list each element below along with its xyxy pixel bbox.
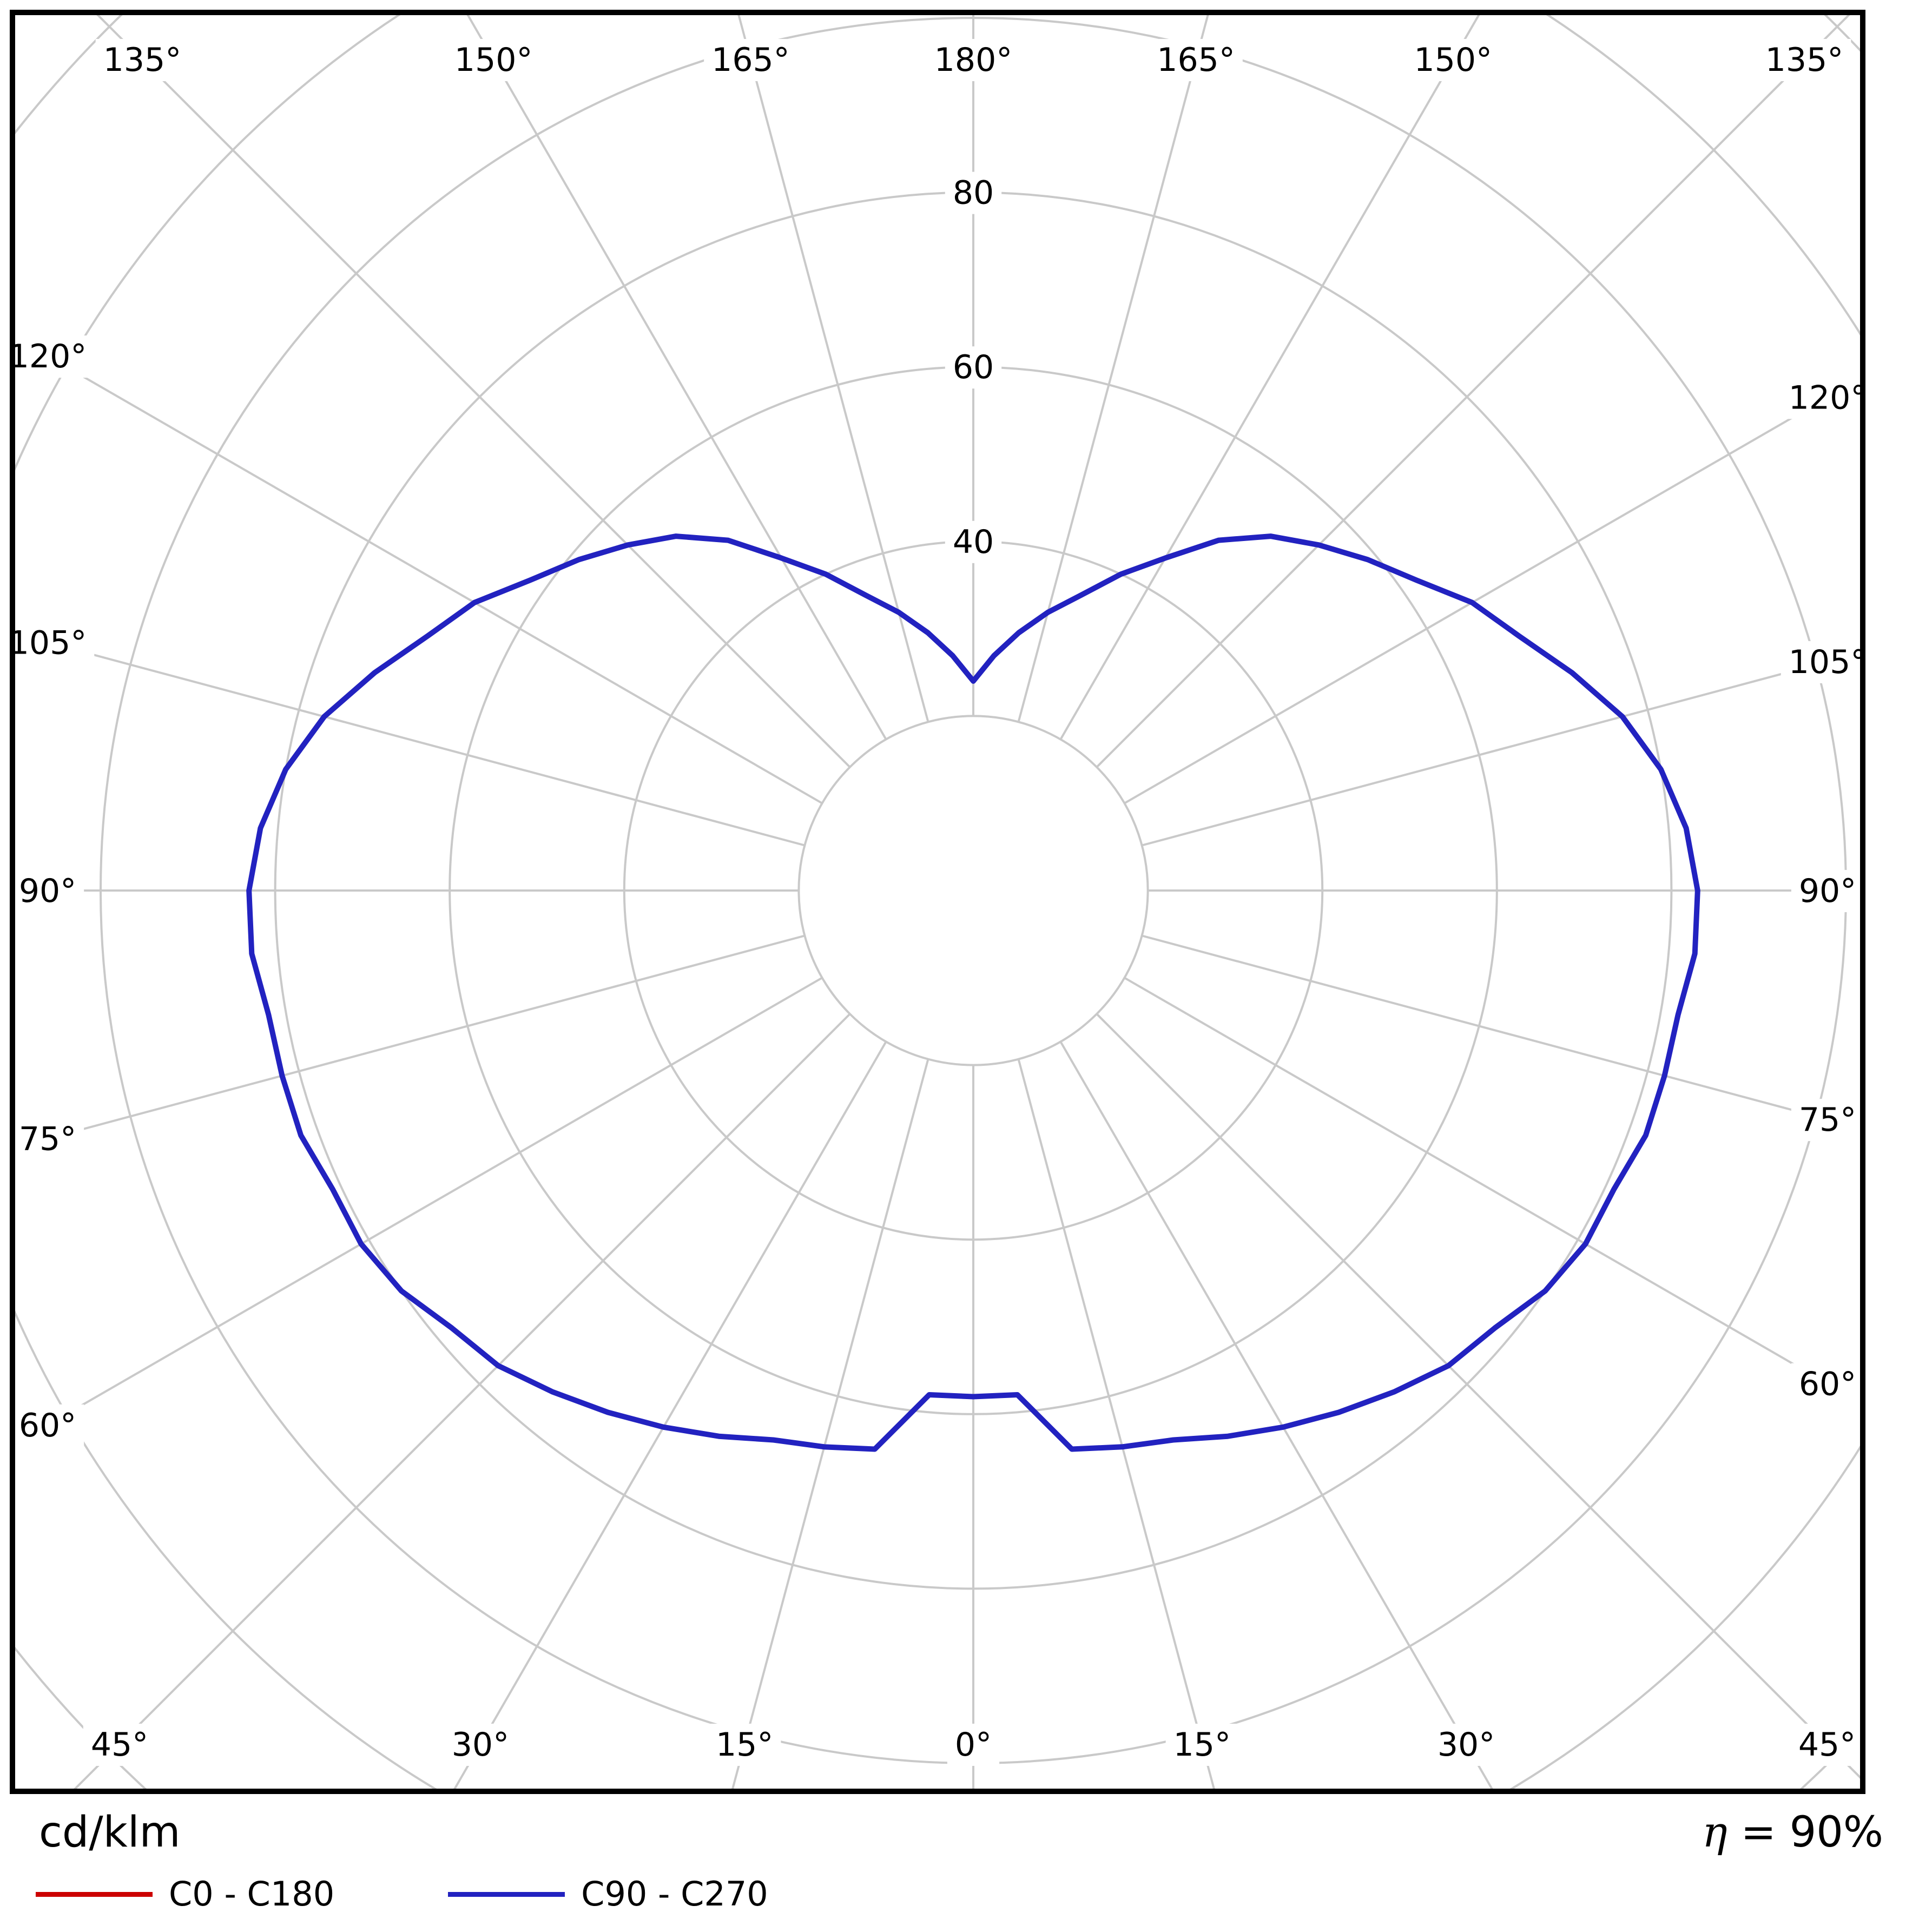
svg-text:105°: 105° (9, 624, 87, 662)
legend-line-red (36, 1891, 153, 1897)
svg-text:150°: 150° (1414, 41, 1493, 79)
svg-text:60°: 60° (1799, 1366, 1856, 1403)
efficiency-label: η = 90% (1702, 1811, 1883, 1854)
svg-text:45°: 45° (1798, 1726, 1856, 1764)
svg-text:0°: 0° (955, 1726, 992, 1764)
svg-text:120°: 120° (9, 338, 87, 375)
svg-text:90°: 90° (1799, 872, 1856, 910)
svg-text:30°: 30° (452, 1726, 509, 1764)
svg-text:75°: 75° (19, 1120, 76, 1158)
svg-text:15°: 15° (1173, 1726, 1231, 1764)
svg-text:120°: 120° (1789, 379, 1867, 417)
eta-value: = 90% (1740, 1808, 1883, 1857)
legend-item-c0-c180: C0 - C180 (36, 1877, 334, 1911)
unit-label: cd/klm (39, 1808, 181, 1857)
svg-text:40: 40 (953, 523, 994, 561)
svg-text:105°: 105° (1789, 643, 1867, 681)
svg-text:75°: 75° (1799, 1101, 1856, 1139)
svg-text:165°: 165° (1157, 41, 1235, 79)
svg-text:90°: 90° (19, 872, 76, 910)
svg-text:80: 80 (953, 174, 994, 212)
svg-text:60: 60 (953, 348, 994, 386)
chart-legend: C0 - C180 C90 - C270 (36, 1877, 768, 1911)
svg-text:180°: 180° (934, 41, 1013, 79)
svg-text:165°: 165° (711, 41, 790, 79)
eta-symbol: η (1702, 1808, 1727, 1857)
svg-text:45°: 45° (91, 1726, 148, 1764)
svg-text:150°: 150° (454, 41, 533, 79)
legend-label-c0-c180: C0 - C180 (169, 1874, 335, 1914)
legend-item-c90-c270: C90 - C270 (448, 1877, 768, 1911)
legend-label-c90-c270: C90 - C270 (581, 1874, 768, 1914)
svg-text:15°: 15° (716, 1726, 773, 1764)
svg-text:135°: 135° (1765, 41, 1844, 79)
svg-text:30°: 30° (1438, 1726, 1495, 1764)
svg-text:60°: 60° (19, 1407, 76, 1445)
svg-text:135°: 135° (103, 41, 182, 79)
legend-line-blue (448, 1891, 565, 1897)
